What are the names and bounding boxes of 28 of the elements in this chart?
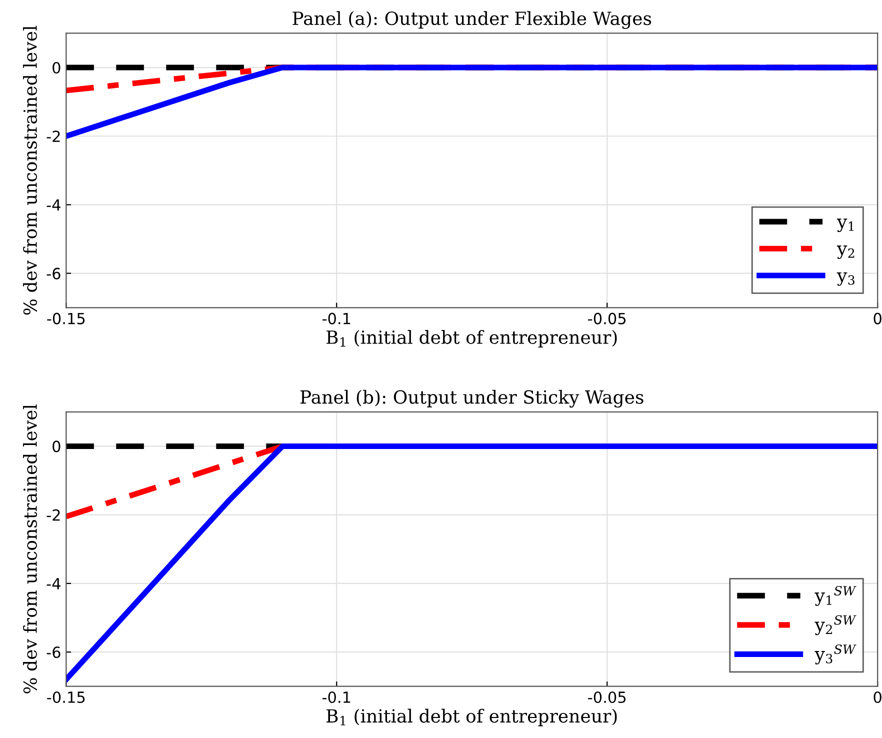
y-tick-label: -4 [46, 199, 60, 211]
x-tick-label: -0.15 [47, 312, 85, 324]
chart-title: Panel (a): Output under Flexible Wages [292, 11, 652, 29]
y-tick-label: -2 [46, 509, 60, 521]
legend-label: y$_{2}$$^{SW}$ [814, 615, 856, 636]
y-axis-title: % dev from unconstrained level [23, 404, 38, 694]
x-tick-label: -0.05 [588, 691, 626, 704]
x-tick-label: -0.15 [47, 691, 85, 704]
x-tick-label: -0.1 [322, 691, 350, 704]
x-tick-label: 0 [874, 312, 882, 324]
legend-label: y$_{1}$ [836, 218, 854, 232]
y-tick-label: -2 [46, 130, 60, 142]
y-axis-title: % dev from unconstrained level [23, 26, 38, 315]
x-tick-label: -0.05 [588, 312, 626, 324]
y-tick-label: -6 [46, 268, 60, 280]
y-tick-label: 0 [52, 440, 60, 452]
legend-label: y$_{3}$ [836, 272, 854, 286]
y-tick-label: 0 [52, 62, 60, 74]
chart-title: Panel (b): Output under Sticky Wages [300, 390, 644, 408]
y-tick-label: -6 [46, 646, 60, 658]
legend-label: y$_{3}$$^{SW}$ [814, 644, 856, 664]
x-axis-title: B$_{1}$ (initial debt of entrepreneur) [326, 708, 617, 726]
legend-label: y$_{2}$ [836, 246, 854, 259]
y-tick-label: -4 [46, 578, 60, 590]
legend-label: y$_{1}$$^{SW}$ [814, 586, 856, 606]
x-tick-label: 0 [874, 691, 882, 704]
x-tick-label: -0.1 [322, 312, 350, 324]
x-axis-title: B$_{1}$ (initial debt of entrepreneur) [326, 330, 617, 348]
